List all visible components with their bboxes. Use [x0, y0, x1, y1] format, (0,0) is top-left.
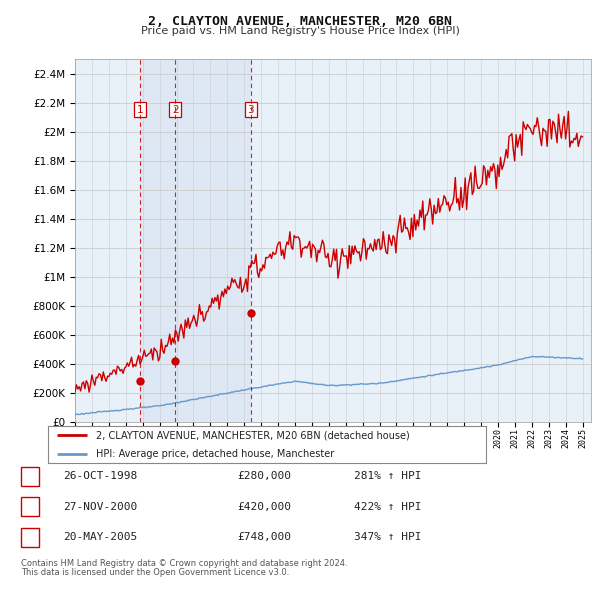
Text: 2, CLAYTON AVENUE, MANCHESTER, M20 6BN: 2, CLAYTON AVENUE, MANCHESTER, M20 6BN	[148, 15, 452, 28]
Text: £748,000: £748,000	[237, 533, 291, 542]
Text: HPI: Average price, detached house, Manchester: HPI: Average price, detached house, Manc…	[96, 449, 334, 459]
Text: This data is licensed under the Open Government Licence v3.0.: This data is licensed under the Open Gov…	[21, 568, 289, 577]
Text: 3: 3	[26, 533, 34, 542]
Text: 2, CLAYTON AVENUE, MANCHESTER, M20 6BN (detached house): 2, CLAYTON AVENUE, MANCHESTER, M20 6BN (…	[96, 430, 410, 440]
Text: Contains HM Land Registry data © Crown copyright and database right 2024.: Contains HM Land Registry data © Crown c…	[21, 559, 347, 568]
Text: 26-OCT-1998: 26-OCT-1998	[63, 471, 137, 481]
Text: £420,000: £420,000	[237, 502, 291, 512]
Bar	[140, 59, 251, 422]
Text: 347% ↑ HPI: 347% ↑ HPI	[354, 533, 421, 542]
Text: 2: 2	[26, 502, 34, 512]
Text: 281% ↑ HPI: 281% ↑ HPI	[354, 471, 421, 481]
Text: 422% ↑ HPI: 422% ↑ HPI	[354, 502, 421, 512]
Text: Price paid vs. HM Land Registry's House Price Index (HPI): Price paid vs. HM Land Registry's House …	[140, 26, 460, 36]
Text: 20-MAY-2005: 20-MAY-2005	[63, 533, 137, 542]
Text: 1: 1	[26, 471, 34, 481]
Text: 3: 3	[247, 105, 254, 115]
Text: £280,000: £280,000	[237, 471, 291, 481]
Text: 27-NOV-2000: 27-NOV-2000	[63, 502, 137, 512]
Text: 1: 1	[136, 105, 143, 115]
Text: 2: 2	[172, 105, 178, 115]
